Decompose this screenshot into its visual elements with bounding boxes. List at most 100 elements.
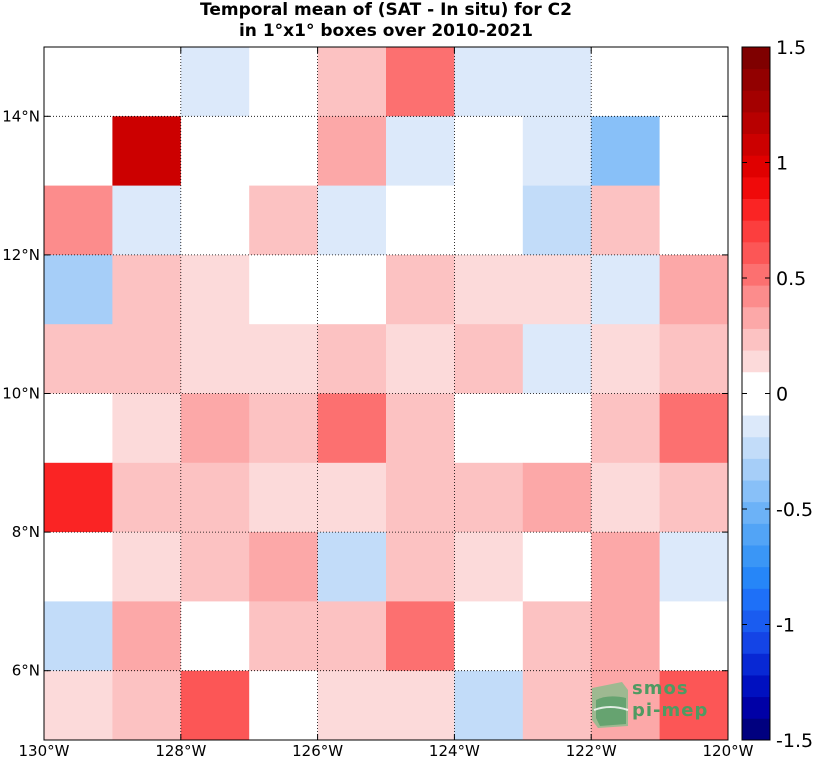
- colorbar-segment: [742, 501, 770, 524]
- heatmap-cell: [112, 601, 182, 672]
- heatmap-cell: [180, 254, 250, 325]
- colorbar-segment: [742, 653, 770, 676]
- x-tick-label: 120°W: [703, 742, 754, 760]
- heatmap-cell: [386, 462, 455, 533]
- heatmap-cell: [180, 324, 250, 394]
- heatmap-cell: [659, 462, 729, 533]
- logo-wave-icon: [592, 682, 629, 728]
- heatmap-cell: [659, 116, 729, 187]
- colorbar-segment: [742, 328, 770, 351]
- heatmap-cell: [591, 116, 661, 187]
- heatmap-cell: [249, 462, 319, 533]
- heatmap-cell: [317, 47, 387, 117]
- chart-title-line-1: Temporal mean of (SAT - In situ) for C2: [200, 0, 572, 20]
- colorbar-segment: [742, 675, 770, 698]
- heatmap-cell: [522, 116, 592, 187]
- heatmap-cell: [454, 116, 524, 187]
- heatmap-cell: [591, 532, 661, 602]
- heatmap-cell: [659, 601, 729, 672]
- heatmap-cell: [112, 670, 182, 741]
- colorbar-segment: [742, 90, 770, 113]
- colorbar-segment: [742, 47, 770, 70]
- x-tick-label: 126°W: [292, 742, 343, 760]
- heatmap-cell: [112, 254, 182, 325]
- colorbar-segment: [742, 155, 770, 178]
- heatmap-cell: [112, 532, 182, 602]
- heatmap-cell: [522, 532, 592, 602]
- heatmap-cell: [44, 393, 113, 464]
- colorbar-segment: [742, 523, 770, 546]
- colorbar-segment: [742, 263, 770, 286]
- colorbar-segment: [742, 198, 770, 221]
- colorbar-segment: [742, 285, 770, 308]
- colorbar-segment: [742, 588, 770, 611]
- colorbar-segment: [742, 415, 770, 438]
- x-tick-label: 130°W: [19, 742, 70, 760]
- heatmap-cell: [386, 324, 455, 394]
- heatmap-cell: [249, 254, 319, 325]
- heatmap-cell: [317, 670, 387, 741]
- heatmap-cell: [180, 185, 250, 256]
- heatmap-cell: [454, 462, 524, 533]
- heatmap-cell: [454, 601, 524, 672]
- heatmap-cell: [180, 47, 250, 117]
- heatmap-cell: [317, 393, 387, 464]
- heatmap-cell: [591, 393, 661, 464]
- heatmap-cell: [180, 393, 250, 464]
- heatmap-cell: [454, 47, 524, 117]
- heatmap-cell: [591, 185, 661, 256]
- heatmap-cell: [44, 324, 113, 394]
- heatmap-cell: [522, 601, 592, 672]
- colorbar-tick-label: 1: [776, 153, 788, 175]
- heatmap-cell: [386, 601, 455, 672]
- heatmap-cell: [112, 393, 182, 464]
- colorbar-segment: [742, 111, 770, 135]
- colorbar-segment: [742, 631, 770, 654]
- colorbar-segment: [742, 393, 770, 416]
- heatmap-cell: [249, 47, 319, 117]
- heatmap-cell: [591, 462, 661, 533]
- colorbar-segment: [742, 696, 770, 719]
- heatmap-cell: [249, 532, 319, 602]
- colorbar-segment: [742, 436, 770, 459]
- heatmap-cell: [659, 47, 729, 117]
- heatmap-cell: [112, 462, 182, 533]
- heatmap-cell: [454, 532, 524, 602]
- heatmap-cell: [659, 185, 729, 256]
- heatmap-cell: [386, 393, 455, 464]
- heatmap-cell: [522, 47, 592, 117]
- smos-pimep-logo: smos pi-mep: [588, 676, 728, 732]
- heatmap-cell: [386, 670, 455, 741]
- heatmap-cell: [454, 324, 524, 394]
- heatmap-cell: [44, 116, 113, 187]
- heatmap-cell: [659, 254, 729, 325]
- heatmap-cell: [522, 393, 592, 464]
- colorbar-segment: [742, 458, 770, 481]
- heatmap-cell: [317, 532, 387, 602]
- colorbar-segment: [742, 220, 770, 243]
- y-tick-label: 14°N: [2, 107, 40, 125]
- heatmap-cell: [522, 462, 592, 533]
- heatmap-cell: [249, 601, 319, 672]
- x-tick-label: 122°W: [566, 742, 617, 760]
- heatmap-cell: [317, 324, 387, 394]
- heatmap-cell: [44, 670, 113, 741]
- heatmap-cell: [522, 254, 592, 325]
- heatmap-cell: [386, 47, 455, 117]
- heatmap-cell: [386, 185, 455, 256]
- colorbar-segment: [742, 610, 770, 633]
- heatmap-cell: [44, 254, 113, 325]
- heatmap-cell: [386, 116, 455, 187]
- heatmap-cell: [249, 116, 319, 187]
- heatmap-cell: [112, 116, 182, 187]
- heatmap-cell: [386, 254, 455, 325]
- colorbar-segment: [742, 566, 770, 589]
- heatmap-cell: [659, 393, 729, 464]
- heatmap-cell: [522, 324, 592, 394]
- colorbar-segment: [742, 718, 770, 741]
- heatmap-cell: [180, 462, 250, 533]
- heatmap-cell: [44, 185, 113, 256]
- heatmap-cell: [180, 116, 250, 187]
- heatmap-cell: [249, 324, 319, 394]
